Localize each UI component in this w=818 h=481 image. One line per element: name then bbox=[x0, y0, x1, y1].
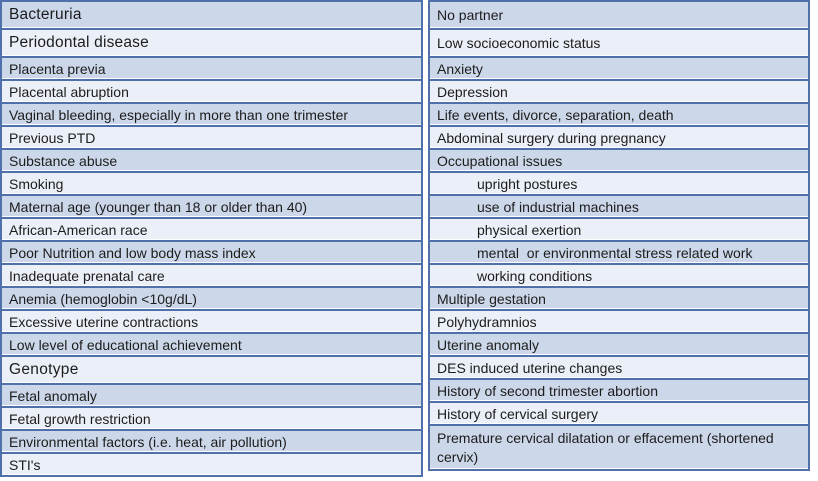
table-row: Low socioeconomic status bbox=[430, 30, 808, 58]
row-label: Anemia (hemoglobin <10g/dL) bbox=[9, 290, 197, 307]
row-label: Environmental factors (i.e. heat, air po… bbox=[9, 433, 287, 450]
row-label: Uterine anomaly bbox=[437, 336, 539, 353]
table-row: Anxiety bbox=[430, 58, 808, 81]
table-row: Substance abuse bbox=[2, 150, 421, 173]
row-label: Inadequate prenatal care bbox=[9, 267, 165, 284]
row-label: No partner bbox=[437, 7, 504, 23]
row-label: Depression bbox=[437, 83, 508, 100]
table-row: working conditions bbox=[430, 265, 808, 288]
table-row: Poor Nutrition and low body mass index bbox=[2, 242, 421, 265]
table-row: Genotype bbox=[2, 357, 421, 385]
row-label: Placenta previa bbox=[9, 60, 106, 77]
row-label: Multiple gestation bbox=[437, 290, 546, 307]
row-label: Excessive uterine contractions bbox=[9, 313, 199, 330]
risk-table-right-column: No partner Low socioeconomic status Anxiet… bbox=[428, 0, 810, 471]
row-label: DES induced uterine changes bbox=[437, 359, 623, 376]
row-label: mental or environmental stress related w… bbox=[477, 244, 753, 261]
table-row: Uterine anomaly bbox=[430, 334, 808, 357]
table-row: Low level of educational achievement bbox=[2, 334, 421, 357]
row-label: STI's bbox=[9, 456, 41, 473]
row-label: African-American race bbox=[9, 221, 148, 238]
row-label: Vaginal bleeding, especially in more tha… bbox=[9, 106, 349, 123]
row-label: Occupational issues bbox=[437, 152, 563, 169]
table-row: physical exertion bbox=[430, 219, 808, 242]
row-label: Substance abuse bbox=[9, 152, 118, 169]
row-label: Previous PTD bbox=[9, 129, 96, 146]
row-label: Genotype bbox=[9, 361, 79, 378]
row-label: Maternal age (younger than 18 or older t… bbox=[9, 198, 308, 215]
table-row: Life events, divorce, separation, death bbox=[430, 104, 808, 127]
row-label: Low socioeconomic status bbox=[437, 35, 601, 51]
table-row: Excessive uterine contractions bbox=[2, 311, 421, 334]
table-row: African-American race bbox=[2, 219, 421, 242]
table-row: Premature cervical dilatation or effacem… bbox=[430, 426, 808, 471]
row-label: physical exertion bbox=[477, 221, 582, 238]
row-label: History of second trimester abortion bbox=[437, 382, 658, 399]
row-label: upright postures bbox=[477, 175, 578, 192]
table-row: Inadequate prenatal care bbox=[2, 265, 421, 288]
row-label: Anxiety bbox=[437, 60, 483, 77]
table-row: STI's bbox=[2, 454, 421, 477]
table-row: upright postures bbox=[430, 173, 808, 196]
table-row: Occupational issues bbox=[430, 150, 808, 173]
table-row: No partner bbox=[430, 2, 808, 30]
table-row: Fetal growth restriction bbox=[2, 408, 421, 431]
row-label: Abdominal surgery during pregnancy bbox=[437, 129, 666, 146]
table-row: Fetal anomaly bbox=[2, 385, 421, 408]
row-label: Poor Nutrition and low body mass index bbox=[9, 244, 256, 261]
row-label: History of cervical surgery bbox=[437, 405, 599, 422]
table-row: Placenta previa bbox=[2, 58, 421, 81]
table-row: Anemia (hemoglobin <10g/dL) bbox=[2, 288, 421, 311]
table-row: History of second trimester abortion bbox=[430, 380, 808, 403]
table-row: History of cervical surgery bbox=[430, 403, 808, 426]
row-label: use of industrial machines bbox=[477, 198, 639, 215]
table-row: use of industrial machines bbox=[430, 196, 808, 219]
table-row: Environmental factors (i.e. heat, air po… bbox=[2, 431, 421, 454]
table-row: Previous PTD bbox=[2, 127, 421, 150]
row-label: Periodontal disease bbox=[9, 34, 149, 51]
table-row: Maternal age (younger than 18 or older t… bbox=[2, 196, 421, 219]
row-label: Bacteruria bbox=[9, 6, 82, 23]
row-label: Low level of educational achievement bbox=[9, 336, 242, 353]
table-row: Placental abruption bbox=[2, 81, 421, 104]
row-label: Smoking bbox=[9, 175, 64, 192]
row-label: Life events, divorce, separation, death bbox=[437, 106, 674, 123]
row-label: Premature cervical dilatation or effacem… bbox=[437, 430, 778, 465]
row-label: Fetal growth restriction bbox=[9, 410, 151, 427]
table-row: mental or environmental stress related w… bbox=[430, 242, 808, 265]
table-row: Periodontal disease bbox=[2, 30, 421, 58]
table-row: Bacteruria bbox=[2, 2, 421, 30]
table-row: Depression bbox=[430, 81, 808, 104]
risk-table-left-column: Bacteruria Periodontal disease Placenta pr… bbox=[0, 0, 423, 477]
row-label: working conditions bbox=[477, 267, 593, 284]
table-row: DES induced uterine changes bbox=[430, 357, 808, 380]
table-row: Abdominal surgery during pregnancy bbox=[430, 127, 808, 150]
row-label: Placental abruption bbox=[9, 83, 129, 100]
row-label: Polyhydramnios bbox=[437, 313, 537, 330]
table-row: Polyhydramnios bbox=[430, 311, 808, 334]
table-row: Smoking bbox=[2, 173, 421, 196]
table-row: Multiple gestation bbox=[430, 288, 808, 311]
table-row: Vaginal bleeding, especially in more tha… bbox=[2, 104, 421, 127]
row-label: Fetal anomaly bbox=[9, 387, 97, 404]
